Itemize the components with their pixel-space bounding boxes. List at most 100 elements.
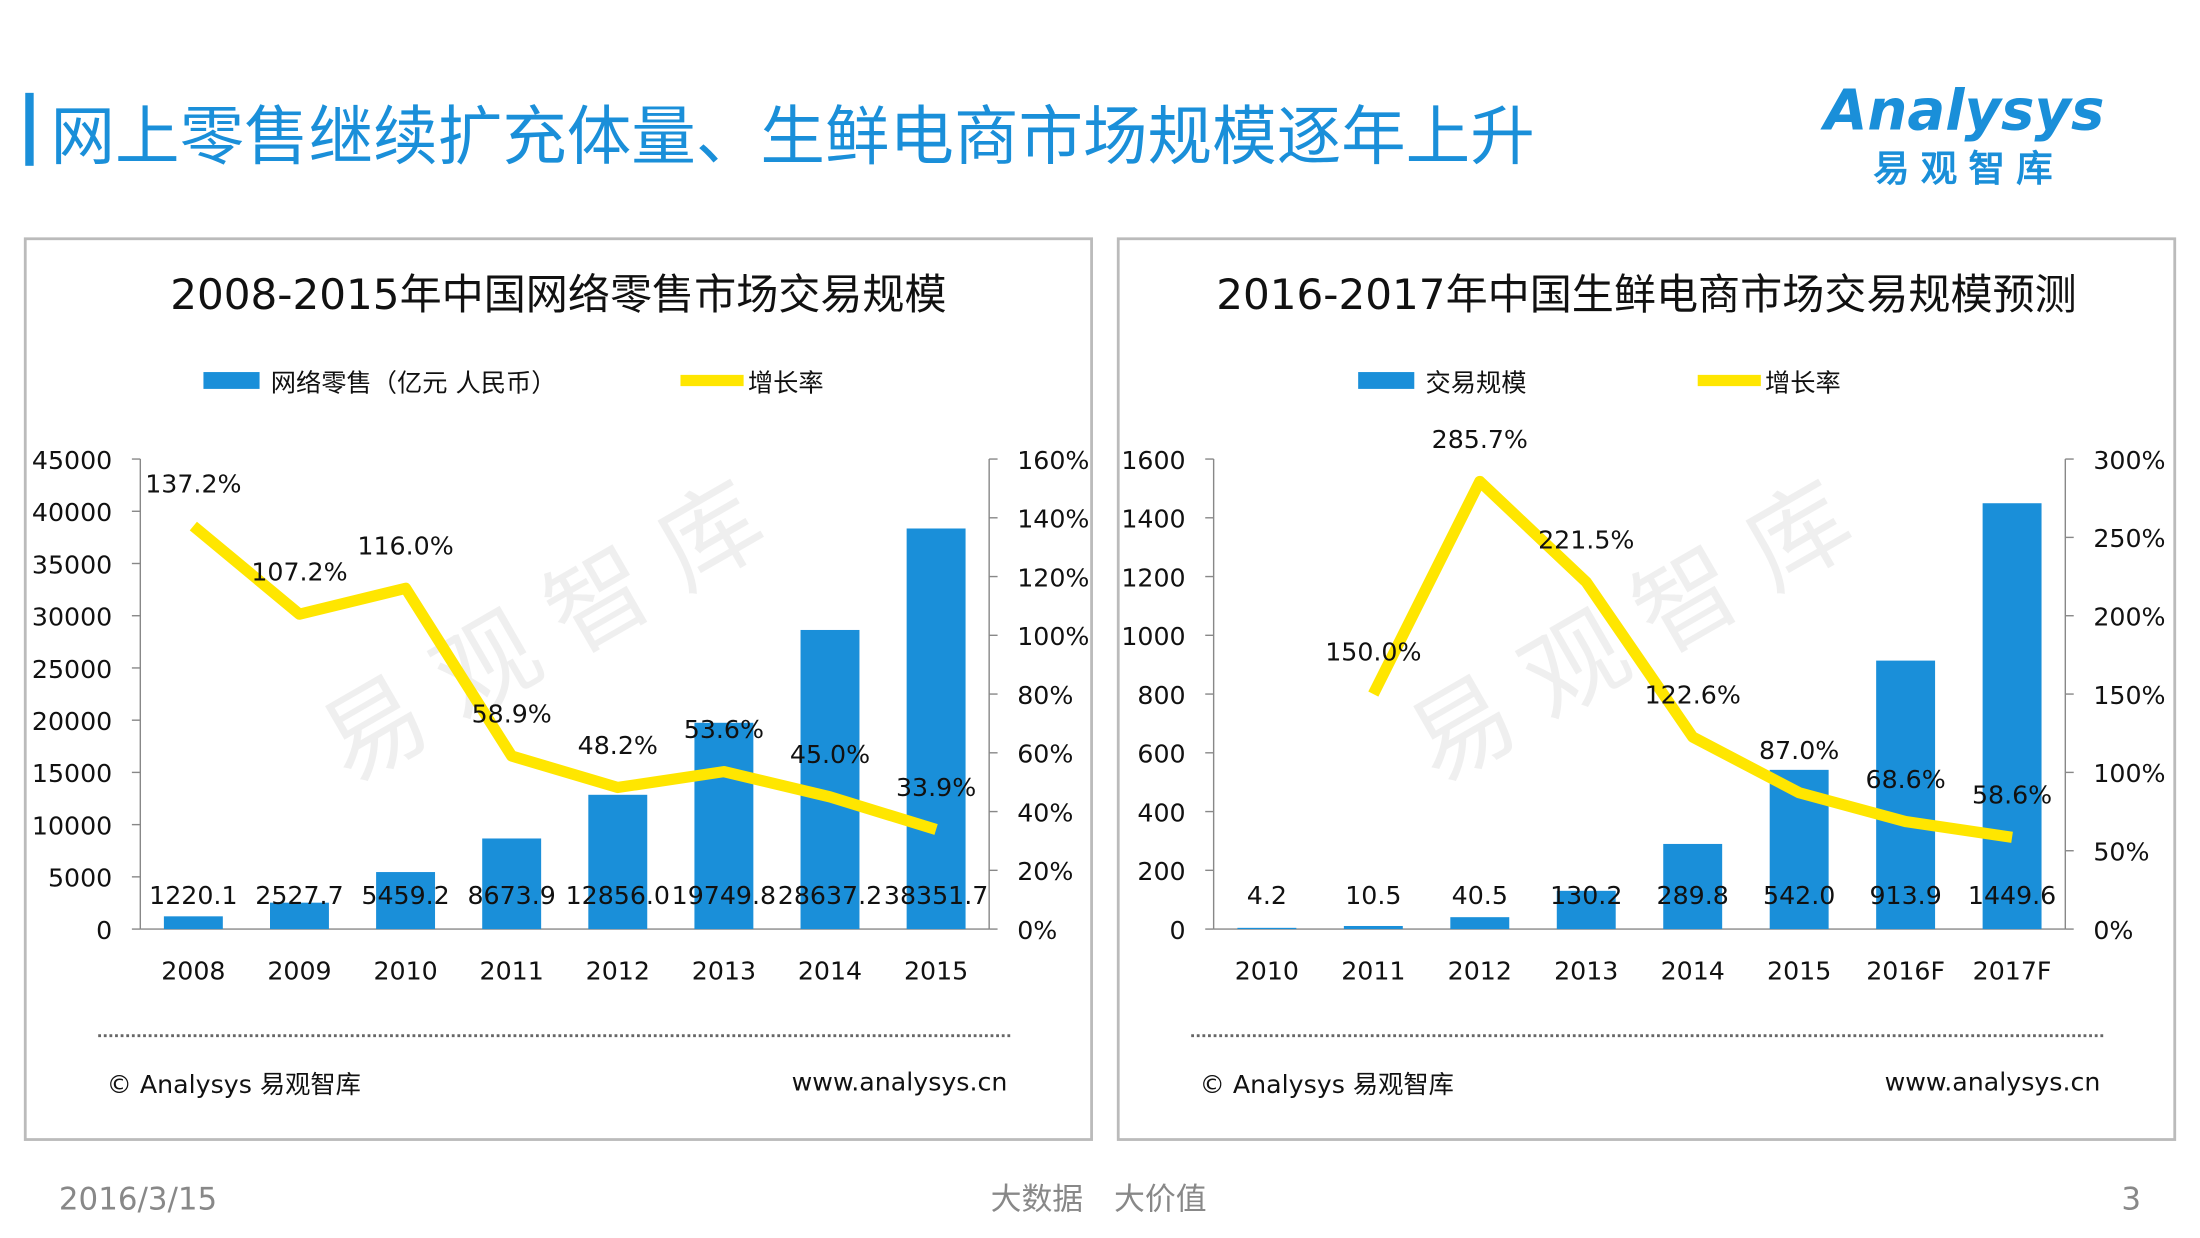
bar-value-label: 12856.0: [566, 881, 670, 910]
bar-value-label: 1220.1: [149, 881, 237, 910]
source-label: © Analysys 易观智库: [107, 1070, 361, 1099]
legend-swatch: [1358, 372, 1415, 389]
y2-tick-label: 140%: [1017, 505, 1089, 534]
y-tick-label: 1400: [1121, 505, 1185, 534]
y2-tick-label: 0%: [1017, 916, 1057, 945]
y2-tick-label: 100%: [1017, 622, 1089, 651]
y-tick-label: 1000: [1121, 622, 1185, 651]
bar-value-label: 542.0: [1763, 881, 1835, 910]
x-tick-label: 2016F: [1866, 957, 1945, 986]
y-tick-label: 35000: [32, 550, 112, 579]
x-tick-label: 2015: [1767, 957, 1831, 986]
y2-tick-label: 80%: [1017, 681, 1073, 710]
bar: [1237, 927, 1297, 930]
y2-tick-label: 150%: [2093, 681, 2165, 710]
line-value-label: 58.6%: [1972, 781, 2052, 810]
bar-value-label: 28637.2: [778, 881, 882, 910]
footer-slogan: 大数据 大价值: [991, 1182, 1207, 1218]
y2-tick-label: 50%: [2093, 838, 2149, 867]
line-value-label: 48.2%: [578, 731, 658, 760]
slide-title: 网上零售继续扩充体量、生鲜电商市场规模逐年上升: [51, 100, 1535, 175]
y-tick-label: 5000: [48, 864, 112, 893]
bar-value-label: 40.5: [1452, 881, 1508, 910]
bar: [1343, 925, 1403, 930]
y2-tick-label: 120%: [1017, 563, 1089, 592]
x-tick-label: 2014: [798, 957, 862, 986]
bar-value-label: 130.2: [1550, 881, 1622, 910]
y-tick-label: 0: [1170, 916, 1186, 945]
line-value-label: 33.9%: [896, 773, 976, 802]
bar-value-label: 8673.9: [467, 881, 555, 910]
y-tick-label: 1600: [1121, 446, 1185, 475]
website-label: www.analysys.cn: [792, 1067, 1008, 1096]
legend-label: 交易规模: [1426, 369, 1527, 398]
y-tick-label: 600: [1137, 740, 1185, 769]
website-label: www.analysys.cn: [1885, 1067, 2101, 1096]
line-value-label: 116.0%: [357, 532, 453, 561]
bar: [270, 902, 329, 930]
y-tick-label: 20000: [32, 707, 112, 736]
x-tick-label: 2011: [480, 957, 544, 986]
y-tick-label: 25000: [32, 655, 112, 684]
y-tick-label: 0: [96, 916, 112, 945]
x-tick-label: 2009: [267, 957, 331, 986]
y-tick-label: 800: [1137, 681, 1185, 710]
y-tick-label: 45000: [32, 446, 112, 475]
line-value-label: 53.6%: [684, 715, 764, 744]
y2-tick-label: 60%: [1017, 740, 1073, 769]
legend-label: 增长率: [748, 369, 824, 398]
logo-text: Analysys: [1820, 78, 2104, 143]
x-tick-label: 2011: [1341, 957, 1405, 986]
bar: [1876, 660, 1936, 930]
line-value-label: 87.0%: [1759, 736, 1839, 765]
chart-panel: [23, 237, 1093, 1141]
x-tick-label: 2010: [1235, 957, 1299, 986]
bar: [1982, 503, 2042, 930]
line-value-label: 150.0%: [1325, 637, 1421, 666]
source-label: © Analysys 易观智库: [1200, 1070, 1454, 1099]
bar: [1556, 890, 1616, 930]
y2-tick-label: 200%: [2093, 603, 2165, 632]
bar: [1450, 917, 1510, 930]
y-tick-label: 40000: [32, 498, 112, 527]
line-value-label: 58.9%: [472, 699, 552, 728]
y2-tick-label: 300%: [2093, 446, 2165, 475]
y-tick-label: 400: [1137, 798, 1185, 827]
bar-value-label: 1449.6: [1968, 881, 2056, 910]
x-tick-label: 2013: [1554, 957, 1618, 986]
y2-tick-label: 250%: [2093, 524, 2165, 553]
bar-value-label: 38351.7: [884, 881, 988, 910]
x-tick-label: 2017F: [1973, 957, 2052, 986]
bar: [376, 872, 436, 930]
bar: [694, 722, 754, 930]
logo-subtext: 易观智库: [1873, 147, 2064, 190]
bar: [482, 838, 542, 930]
footer-date: 2016/3/15: [59, 1182, 217, 1218]
y2-tick-label: 0%: [2093, 916, 2133, 945]
y-tick-label: 15000: [32, 759, 112, 788]
y-tick-label: 1200: [1121, 563, 1185, 592]
x-tick-label: 2013: [692, 957, 756, 986]
x-tick-label: 2014: [1661, 957, 1725, 986]
y-tick-label: 200: [1137, 857, 1185, 886]
bar-value-label: 913.9: [1869, 881, 1941, 910]
bar-value-label: 289.8: [1657, 881, 1729, 910]
x-tick-label: 2012: [586, 957, 650, 986]
line-value-label: 122.6%: [1645, 680, 1741, 709]
y2-tick-label: 20%: [1017, 857, 1073, 886]
line-value-label: 285.7%: [1432, 425, 1528, 454]
page-number: 3: [2121, 1182, 2141, 1218]
y-tick-label: 30000: [32, 603, 112, 632]
title-accent: [25, 92, 34, 166]
bar: [1663, 843, 1723, 930]
legend-swatch: [203, 372, 260, 389]
bar-value-label: 4.2: [1247, 881, 1287, 910]
bar-value-label: 2527.7: [255, 881, 343, 910]
bar: [588, 794, 648, 930]
line-value-label: 221.5%: [1538, 525, 1634, 554]
y-tick-label: 10000: [32, 811, 112, 840]
bar-value-label: 19749.8: [672, 881, 776, 910]
bar: [163, 916, 223, 930]
chart-panel: [1116, 237, 2177, 1141]
